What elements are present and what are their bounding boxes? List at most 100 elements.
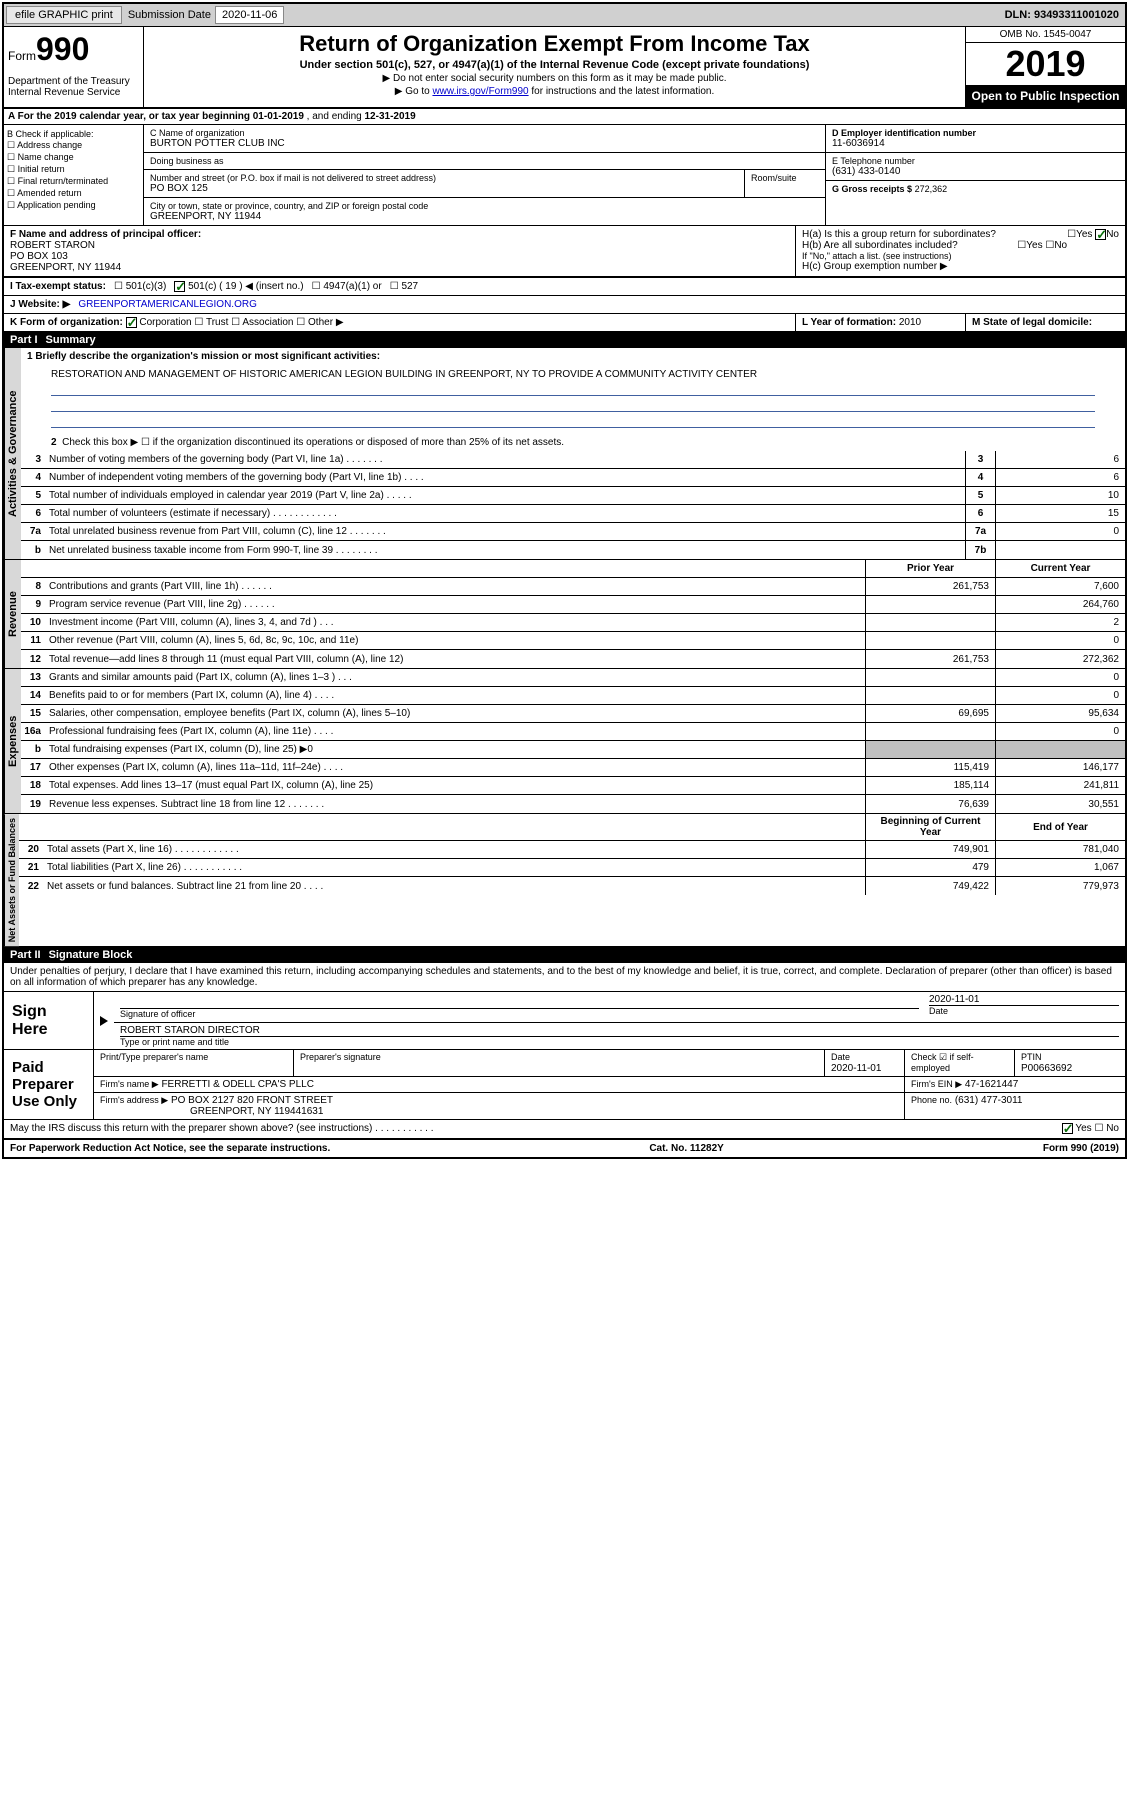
officer-sig-line: Signature of officer [120, 1008, 919, 1020]
sig-date: 2020-11-01 Date [919, 994, 1119, 1020]
summary-line: 19Revenue less expenses. Subtract line 1… [21, 795, 1125, 813]
box-h: H(a) Is this a group return for subordin… [795, 226, 1125, 276]
firm-addr: Firm's address ▶ PO BOX 2127 820 FRONT S… [94, 1093, 905, 1119]
irs-link[interactable]: www.irs.gov/Form990 [432, 86, 528, 97]
h-c: H(c) Group exemption number ▶ [802, 261, 1119, 272]
h-a: H(a) Is this a group return for subordin… [802, 229, 1119, 240]
form-header: Form990 Department of the Treasury Inter… [4, 27, 1125, 109]
firm-ein: Firm's EIN ▶ 47-1621447 [905, 1077, 1125, 1092]
box-i: I Tax-exempt status: ☐ 501(c)(3) 501(c) … [4, 277, 1125, 296]
arrow-icon [94, 992, 114, 1049]
may-irs-row: May the IRS discuss this return with the… [4, 1120, 1125, 1139]
tax-year: 2019 [966, 43, 1125, 85]
header-center: Return of Organization Exempt From Incom… [144, 27, 965, 107]
checkbox-no-icon [1095, 229, 1106, 240]
page-footer: For Paperwork Reduction Act Notice, see … [4, 1140, 1125, 1157]
footer-left: For Paperwork Reduction Act Notice, see … [10, 1143, 330, 1154]
summary-line: 14Benefits paid to or for members (Part … [21, 687, 1125, 705]
h-b-note: If "No," attach a list. (see instruction… [802, 251, 1119, 261]
footer-right: Form 990 (2019) [1043, 1143, 1119, 1154]
firm-phone: Phone no. (631) 477-3011 [905, 1093, 1125, 1119]
summary-line: 5Total number of individuals employed in… [21, 487, 1125, 505]
mission-label: 1 Briefly describe the organization's mi… [21, 348, 1125, 365]
header-note-1: ▶ Do not enter social security numbers o… [148, 73, 961, 84]
org-name-field: C Name of organization BURTON POTTER CLU… [144, 125, 825, 153]
summary-governance: Activities & Governance 1 Briefly descri… [4, 348, 1125, 560]
mission-text: RESTORATION AND MANAGEMENT OF HISTORIC A… [21, 365, 1125, 434]
city-field: City or town, state or province, country… [144, 198, 825, 225]
paid-preparer-label: Paid Preparer Use Only [4, 1050, 94, 1119]
summary-line: 9Program service revenue (Part VIII, lin… [21, 596, 1125, 614]
section-fh: F Name and address of principal officer:… [4, 225, 1125, 277]
prep-name: Print/Type preparer's name [94, 1050, 294, 1076]
top-toolbar: efile GRAPHIC print Submission Date 2020… [4, 4, 1125, 27]
summary-line: 12Total revenue—add lines 8 through 11 (… [21, 650, 1125, 668]
summary-line: 16aProfessional fundraising fees (Part I… [21, 723, 1125, 741]
part1-header: Part I Summary [4, 332, 1125, 348]
summary-expenses: Expenses 13Grants and similar amounts pa… [4, 669, 1125, 814]
dln: DLN: 93493311001020 [1005, 9, 1125, 21]
header-right: OMB No. 1545-0047 2019 Open to Public In… [965, 27, 1125, 107]
efile-print-button[interactable]: efile GRAPHIC print [6, 6, 122, 24]
officer-type-line: ROBERT STARON DIRECTOR Type or print nam… [120, 1025, 1119, 1047]
perjury-text: Under penalties of perjury, I declare th… [4, 963, 1125, 992]
box-b-item: ☐ Address change [7, 140, 140, 151]
phone-field: E Telephone number (631) 433-0140 [826, 153, 1125, 181]
summary-line: 3Number of voting members of the governi… [21, 451, 1125, 469]
submission-date-value: 2020-11-06 [215, 6, 284, 24]
form-number: Form990 [8, 31, 139, 68]
box-d-e-g: D Employer identification number 11-6036… [825, 125, 1125, 225]
revenue-tab: Revenue [4, 560, 21, 668]
governance-tab: Activities & Governance [4, 348, 21, 559]
summary-line: 4Number of independent voting members of… [21, 469, 1125, 487]
netassets-tab: Net Assets or Fund Balances [4, 814, 19, 946]
summary-line: 20Total assets (Part X, line 16) . . . .… [19, 841, 1125, 859]
header-note-2: ▶ Go to www.irs.gov/Form990 for instruct… [148, 86, 961, 97]
summary-line: bTotal fundraising expenses (Part IX, co… [21, 741, 1125, 759]
box-l: L Year of formation: 2010 [795, 314, 965, 331]
check-icon [1062, 1123, 1073, 1134]
box-b-item: ☐ Initial return [7, 164, 140, 175]
inspection-badge: Open to Public Inspection [966, 85, 1125, 107]
sign-here-label: Sign Here [4, 992, 94, 1049]
submission-date-label: Submission Date [124, 9, 215, 21]
box-b-item: ☐ Name change [7, 152, 140, 163]
ptin: PTINP00663692 [1015, 1050, 1125, 1076]
summary-line: 15Salaries, other compensation, employee… [21, 705, 1125, 723]
website-link[interactable]: GREENPORTAMERICANLEGION.ORG [78, 299, 257, 310]
firm-name: Firm's name ▶ FERRETTI & ODELL CPA'S PLL… [94, 1077, 905, 1092]
summary-line: 7aTotal unrelated business revenue from … [21, 523, 1125, 541]
box-b-item: ☐ Final return/terminated [7, 176, 140, 187]
box-m: M State of legal domicile: [965, 314, 1125, 331]
box-c: C Name of organization BURTON POTTER CLU… [144, 125, 825, 225]
line-a: A For the 2019 calendar year, or tax yea… [4, 109, 1125, 125]
address-field: Number and street (or P.O. box if mail i… [144, 170, 745, 198]
summary-line: bNet unrelated business taxable income f… [21, 541, 1125, 559]
section-bcd: B Check if applicable: ☐ Address change … [4, 125, 1125, 225]
prep-date: Date2020-11-01 [825, 1050, 905, 1076]
summary-line: 22Net assets or fund balances. Subtract … [19, 877, 1125, 895]
box-f: F Name and address of principal officer:… [4, 226, 795, 276]
box-b-item: ☐ Application pending [7, 200, 140, 211]
check-icon [174, 281, 185, 292]
line-2: 2 Check this box ▶ ☐ if the organization… [21, 434, 1125, 451]
summary-line: 6Total number of volunteers (estimate if… [21, 505, 1125, 523]
box-b-item: ☐ Amended return [7, 188, 140, 199]
expenses-tab: Expenses [4, 669, 21, 813]
form-subtitle: Under section 501(c), 527, or 4947(a)(1)… [148, 59, 961, 71]
check-icon [126, 317, 137, 328]
section-klm: K Form of organization: Corporation ☐ Tr… [4, 314, 1125, 332]
summary-line: 8Contributions and grants (Part VIII, li… [21, 578, 1125, 596]
omb-number: OMB No. 1545-0047 [966, 27, 1125, 43]
summary-line: 17Other expenses (Part IX, column (A), l… [21, 759, 1125, 777]
summary-line: 11Other revenue (Part VIII, column (A), … [21, 632, 1125, 650]
room-field: Room/suite [745, 170, 825, 198]
box-b: B Check if applicable: ☐ Address change … [4, 125, 144, 225]
footer-mid: Cat. No. 11282Y [649, 1143, 723, 1154]
col-headers: Prior Year Current Year [21, 560, 1125, 578]
summary-netassets: Net Assets or Fund Balances Beginning of… [4, 814, 1125, 947]
sign-here-row: Sign Here Signature of officer 2020-11-0… [4, 992, 1125, 1050]
summary-revenue: Revenue Prior Year Current Year 8Contrib… [4, 560, 1125, 669]
gross-receipts-field: G Gross receipts $ 272,362 [826, 181, 1125, 197]
col-headers-net: Beginning of Current Year End of Year [19, 814, 1125, 841]
